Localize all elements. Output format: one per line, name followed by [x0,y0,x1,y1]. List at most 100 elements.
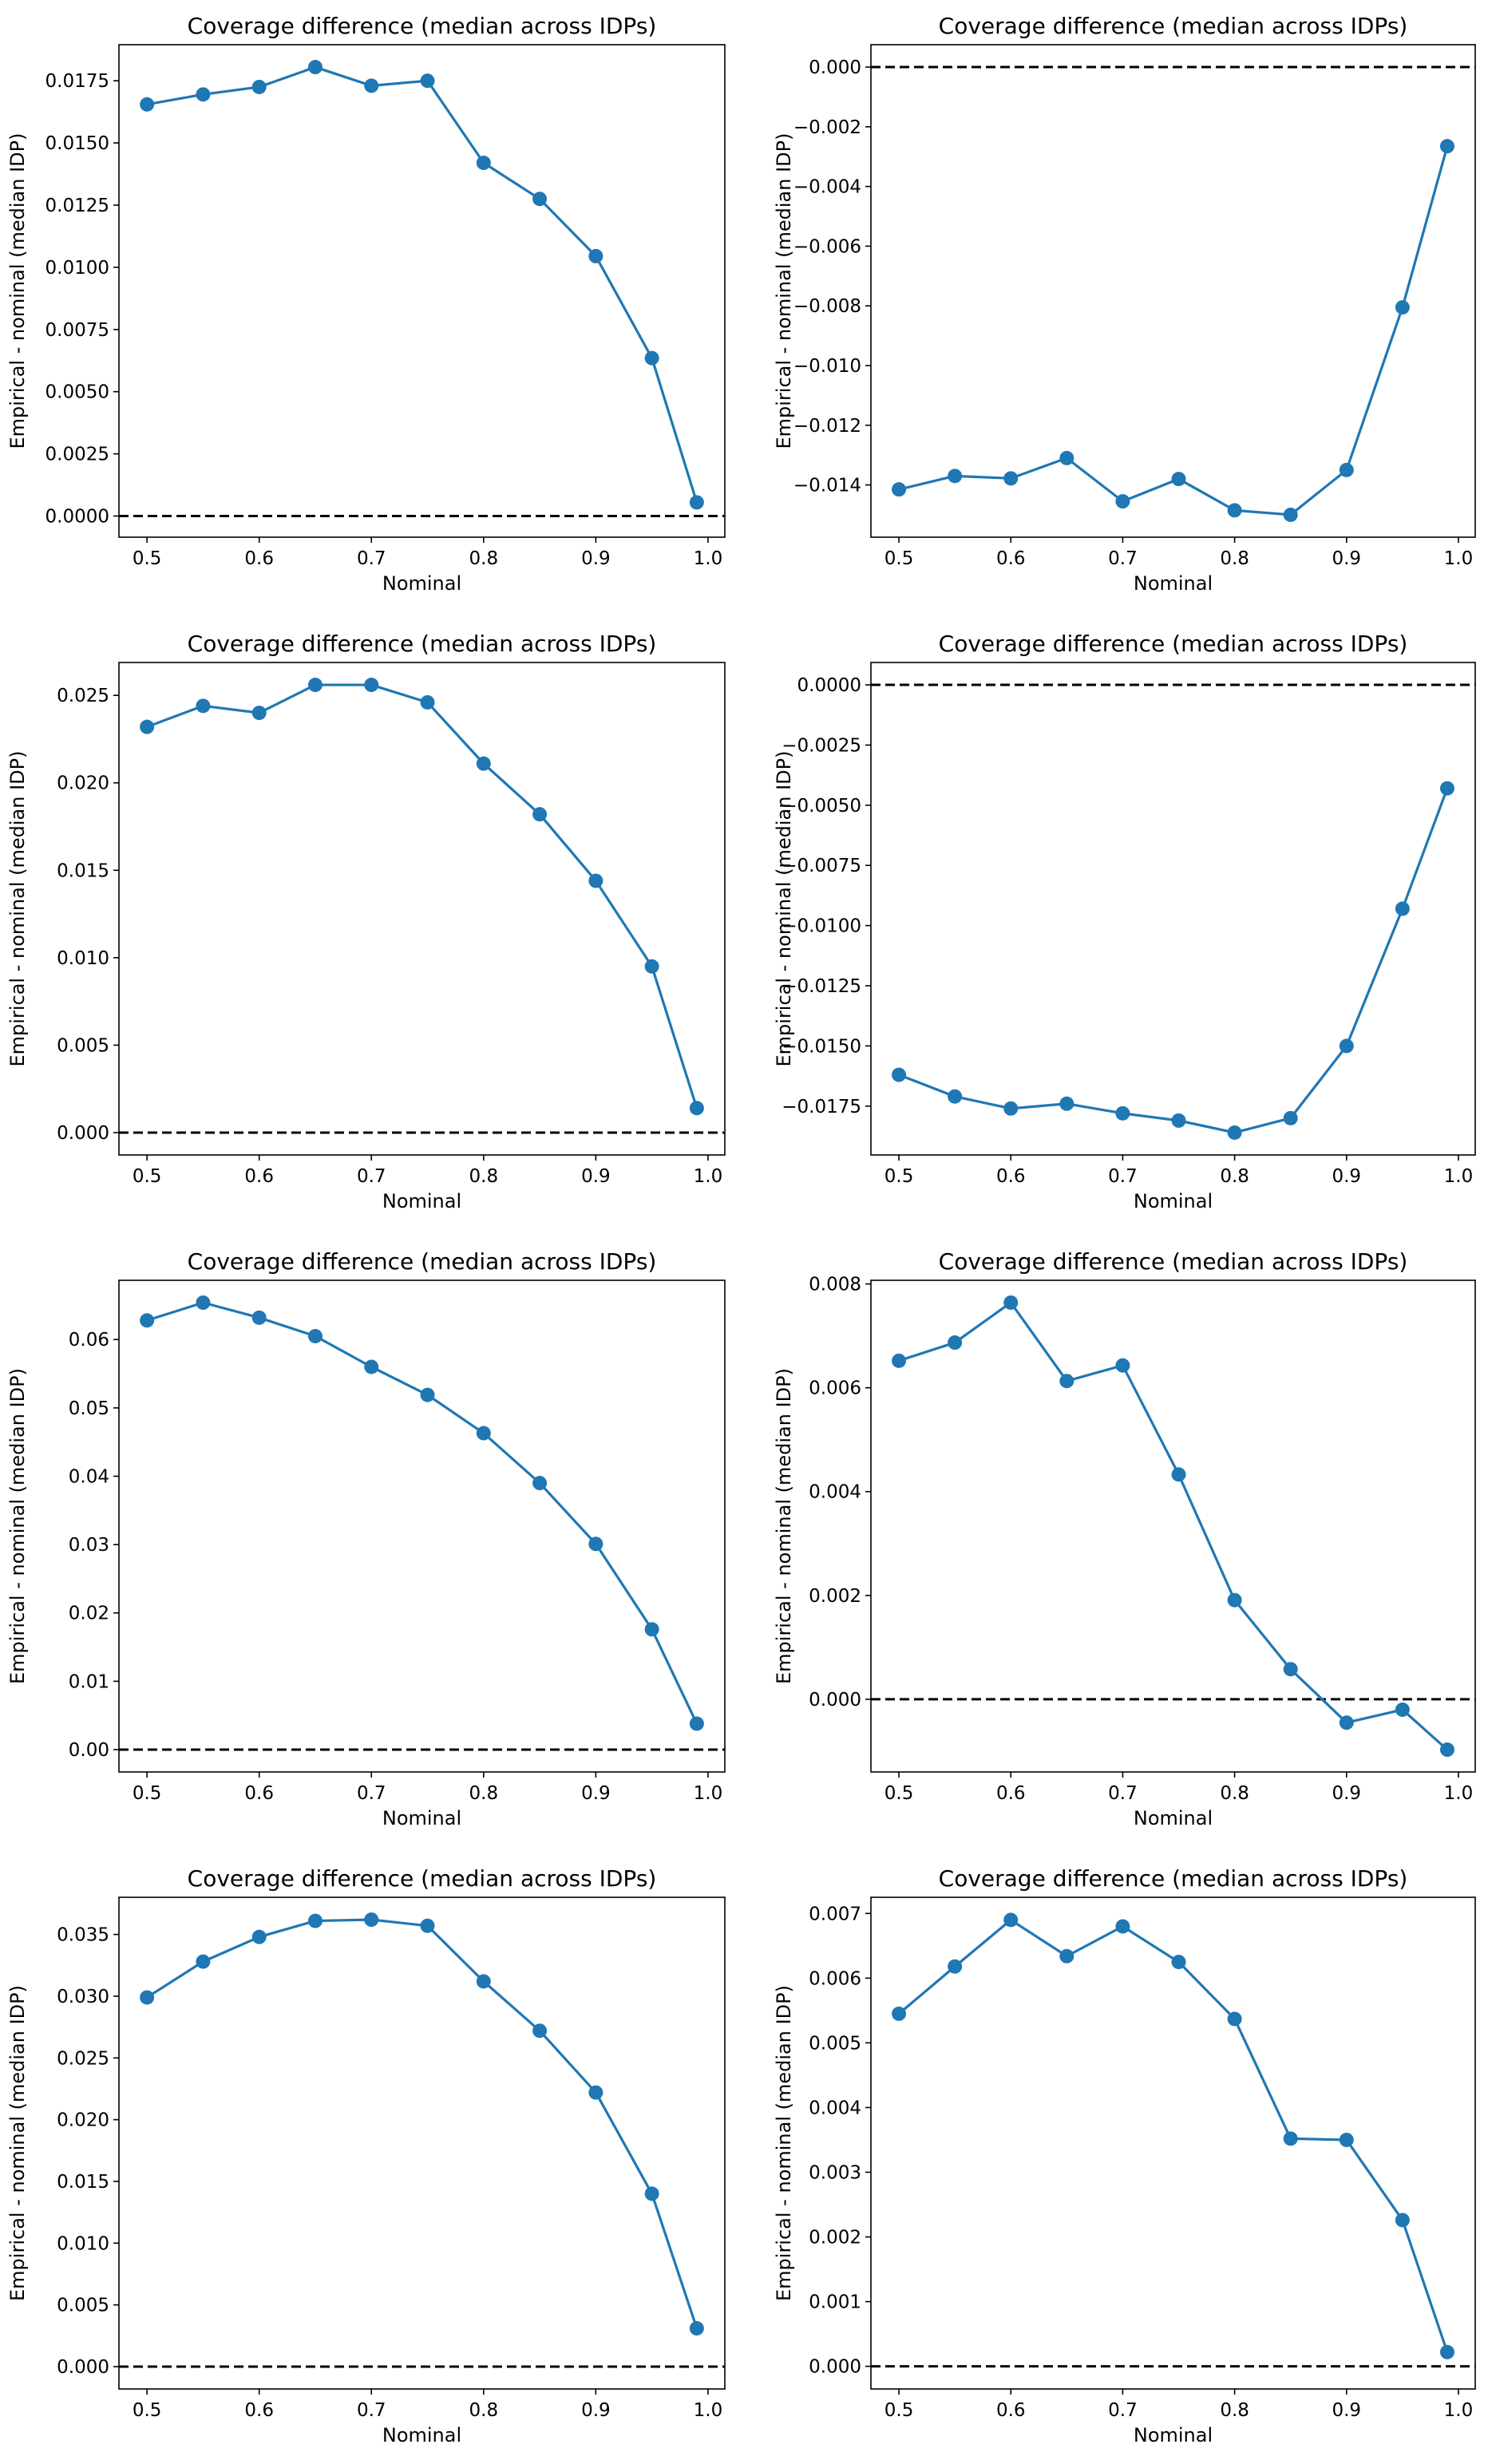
x-tick-label: 0.7 [1108,548,1138,569]
data-point [689,1101,704,1116]
data-point [1059,1096,1074,1111]
series-line [146,1918,698,2329]
data-point [1439,1742,1454,1758]
data-point [420,73,435,89]
y-tick-label: 0.0125 [46,196,109,216]
y-tick-label: −0.0100 [782,916,861,937]
y-tick-label: 0.000 [809,1690,861,1711]
subplot-7: 0.5 0.6 0.7 0.8 0.9 1.0 0.000 0.005 0.010 0.015 0.… [6,1865,726,2446]
y-tick-label: 0.03 [69,1535,109,1556]
data-point [892,1067,907,1082]
y-tick-label: −0.002 [793,117,861,138]
data-point [1003,1912,1019,1928]
data-point [892,2006,907,2021]
chart-title: Coverage difference (median across IDPs) [188,1248,657,1275]
y-tick-label: −0.0050 [782,796,861,817]
x-tick-label: 1.0 [1444,2400,1474,2421]
axes-frame [118,1896,726,2390]
y-tick-label: 0.020 [57,2110,109,2131]
data-point [948,469,963,484]
x-tick-label: 1.0 [1444,1783,1474,1804]
x-tick-label: 0.5 [884,1166,914,1187]
data-point [1171,1113,1186,1128]
data-point [948,1959,963,1974]
data-point [1059,1948,1074,1964]
y-tick-label: 0.015 [57,860,109,881]
axes-frame [870,1279,1476,1773]
y-tick-label: −0.014 [793,476,861,496]
axes-frame [870,1896,1476,2390]
x-tick-label: 0.5 [133,548,162,569]
data-point [196,698,211,714]
y-tick-label: 0.04 [69,1466,109,1487]
chart-title: Coverage difference (median across IDPs) [188,1865,657,1892]
data-point [140,719,155,734]
y-tick-label: −0.0075 [782,856,861,876]
data-point [196,87,211,102]
y-tick-label: 0.010 [57,2233,109,2254]
series-line [898,1301,1449,1751]
x-axis-label: Nominal [382,2424,461,2446]
x-axis-label: Nominal [1134,1190,1213,1212]
y-tick-label: 0.006 [809,1968,861,1989]
x-tick-label: 1.0 [694,2400,723,2421]
chart-title: Coverage difference (median across IDPs) [939,1865,1408,1892]
data-point [420,694,435,710]
y-axis-label: Empirical - nominal (median IDP) [773,751,795,1067]
x-tick-label: 0.5 [884,548,914,569]
y-axis-label: Empirical - nominal (median IDP) [6,133,29,449]
y-tick-label: −0.010 [793,356,861,377]
y-tick-label: 0.000 [809,2357,861,2378]
axes-frame [118,44,726,538]
y-tick-label: 0.008 [809,1275,861,1295]
x-tick-label: 0.5 [133,1783,162,1804]
data-point [1115,1105,1130,1121]
data-point [948,1335,963,1351]
x-tick-label: 0.9 [581,2400,611,2421]
y-tick-label: 0.035 [57,1925,109,1946]
data-point [307,1913,323,1928]
x-axis-label: Nominal [382,1190,461,1212]
data-point [1339,2132,1354,2147]
y-tick-label: −0.006 [793,236,861,257]
data-point [140,97,155,112]
y-tick-label: −0.012 [793,416,861,437]
series-line [146,1301,698,1725]
axes-frame [118,1279,726,1773]
y-tick-label: 0.0000 [797,675,861,696]
data-point [1059,1374,1074,1389]
data-point [644,350,659,366]
y-tick-label: −0.0150 [782,1036,861,1057]
x-tick-label: 0.6 [244,548,274,569]
data-point [1115,1358,1130,1373]
x-axis-label: Nominal [1134,1807,1213,1829]
subplot-2: 0.5 0.6 0.7 0.8 0.9 1.0 −0.014 −0.012 −0.010 −0.0… [773,13,1476,595]
series-line [146,65,698,503]
y-axis-label: Empirical - nominal (median IDP) [773,1368,795,1684]
data-point [420,1918,435,1933]
y-tick-label: 0.025 [57,686,109,706]
x-axis-label: Nominal [382,1807,461,1829]
x-tick-label: 0.6 [244,2400,274,2421]
y-tick-label: 0.004 [809,2098,861,2118]
x-tick-label: 1.0 [694,548,723,569]
x-tick-label: 0.6 [996,1783,1026,1804]
x-tick-label: 1.0 [1444,548,1474,569]
data-point [689,1716,704,1731]
data-point [196,1954,211,1969]
x-tick-label: 0.7 [1108,2400,1138,2421]
x-tick-label: 0.6 [996,548,1026,569]
data-point [1227,1592,1242,1608]
data-point [1059,450,1074,465]
data-point [532,2023,548,2039]
data-point [1003,471,1019,486]
y-axis-label: Empirical - nominal (median IDP) [6,751,29,1067]
y-axis-label: Empirical - nominal (median IDP) [6,1368,29,1684]
data-point [307,60,323,75]
x-tick-label: 0.7 [357,1166,386,1187]
y-tick-label: 0.06 [69,1330,109,1351]
x-axis-label: Nominal [382,572,461,595]
y-tick-label: 0.0075 [46,320,109,341]
data-point [1171,1955,1186,1970]
y-tick-label: 0.000 [809,57,861,78]
